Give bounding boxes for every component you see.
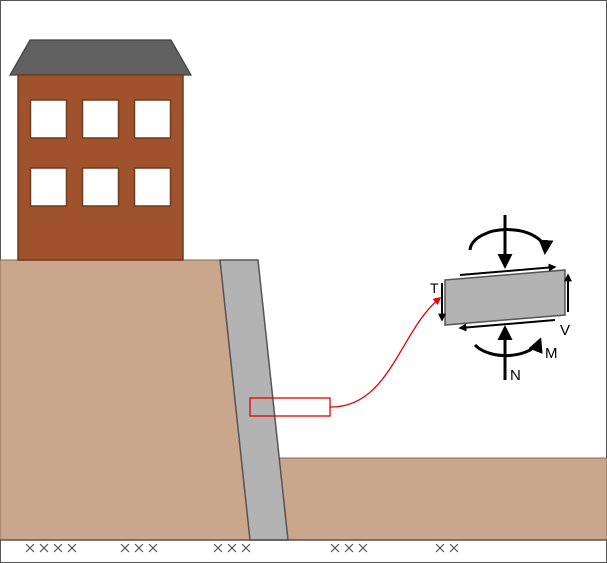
soil-lower bbox=[258, 458, 607, 540]
retaining-wall-diagram: T N MV bbox=[0, 0, 607, 563]
moment-top bbox=[470, 230, 545, 252]
label-N: N bbox=[510, 367, 521, 384]
building-roof bbox=[10, 40, 191, 75]
building-window bbox=[83, 100, 119, 138]
building-window bbox=[31, 100, 67, 138]
building-window bbox=[135, 168, 171, 206]
label-V: V bbox=[560, 322, 570, 339]
label-M: M bbox=[545, 345, 558, 362]
building-window bbox=[83, 168, 119, 206]
building-window bbox=[31, 168, 67, 206]
callout-arrow bbox=[330, 298, 440, 407]
building-window bbox=[135, 100, 171, 138]
detail-element bbox=[445, 270, 565, 325]
soil-upper bbox=[0, 260, 250, 540]
label-T: T bbox=[430, 280, 439, 296]
moment-M bbox=[475, 340, 540, 356]
